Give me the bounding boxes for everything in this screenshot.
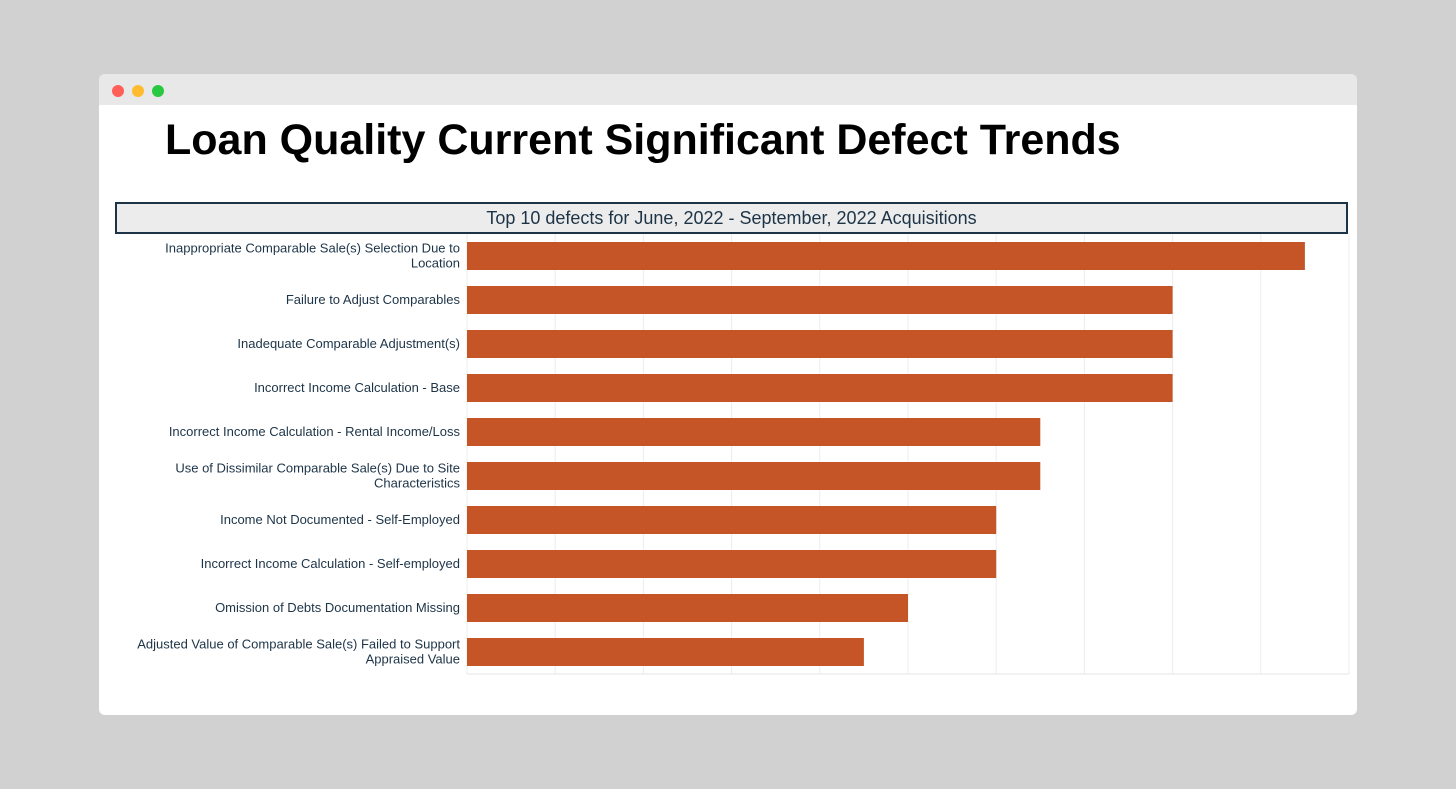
category-label: Incorrect Income Calculation - Self-empl…	[201, 556, 460, 571]
bar[interactable]	[467, 550, 997, 578]
category-label: Adjusted Value of Comparable Sale(s) Fai…	[137, 637, 460, 667]
bar[interactable]	[467, 242, 1305, 270]
bar[interactable]	[467, 506, 997, 534]
category-label: Omission of Debts Documentation Missing	[215, 600, 460, 615]
close-window-button[interactable]	[112, 85, 124, 97]
bar[interactable]	[467, 418, 1041, 446]
maximize-window-button[interactable]	[152, 85, 164, 97]
window-titlebar	[99, 74, 1357, 105]
category-label: Inadequate Comparable Adjustment(s)	[237, 336, 460, 351]
bar-chart: Inappropriate Comparable Sale(s) Selecti…	[137, 234, 1350, 675]
category-label: Income Not Documented - Self-Employed	[220, 512, 460, 527]
app-window: Loan Quality Current Significant Defect …	[99, 74, 1357, 715]
category-label: Incorrect Income Calculation - Base	[254, 380, 460, 395]
bar[interactable]	[467, 286, 1173, 314]
bar[interactable]	[467, 462, 1041, 490]
bar[interactable]	[467, 638, 864, 666]
category-label: Inappropriate Comparable Sale(s) Selecti…	[165, 241, 460, 271]
bar[interactable]	[467, 330, 1173, 358]
bar[interactable]	[467, 594, 908, 622]
bar[interactable]	[467, 374, 1173, 402]
minimize-window-button[interactable]	[132, 85, 144, 97]
category-label: Incorrect Income Calculation - Rental In…	[169, 424, 461, 439]
page-title: Loan Quality Current Significant Defect …	[165, 116, 1121, 164]
chart-title: Top 10 defects for June, 2022 - Septembe…	[115, 202, 1348, 234]
category-label: Use of Dissimilar Comparable Sale(s) Due…	[175, 461, 460, 491]
category-label: Failure to Adjust Comparables	[286, 292, 461, 307]
